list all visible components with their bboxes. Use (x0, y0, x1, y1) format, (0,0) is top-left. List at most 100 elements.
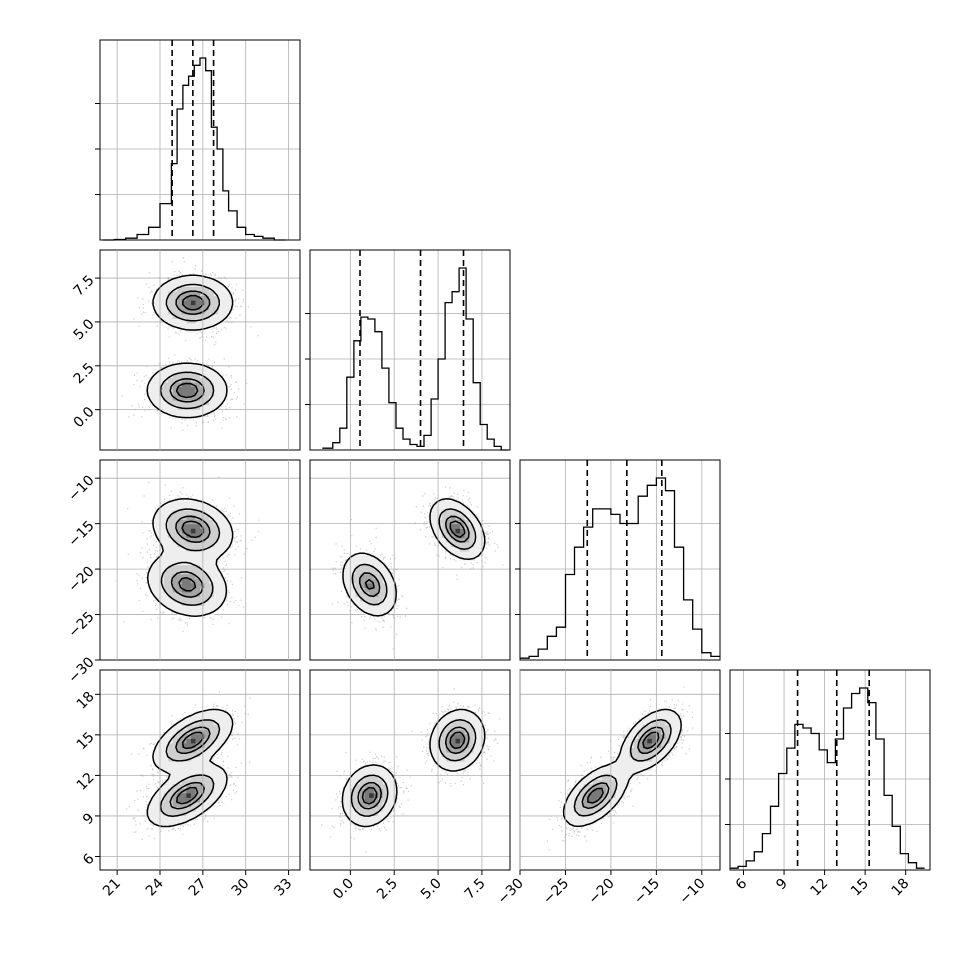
density-cell (222, 304, 228, 310)
density-cell (606, 774, 612, 780)
density-cell (204, 729, 210, 735)
density-cell (620, 770, 626, 776)
density-cell (579, 797, 585, 803)
density-cell (378, 779, 384, 785)
density-cell (195, 500, 201, 507)
density-cell (350, 801, 357, 807)
density-cell (227, 729, 233, 735)
density-cell (355, 770, 361, 776)
scatter-panel-4-2 (309, 669, 511, 871)
density-cell (204, 596, 210, 602)
density-cell (168, 304, 174, 310)
density-cell (218, 783, 224, 789)
density-cell (195, 756, 201, 762)
density-cell (464, 751, 470, 757)
density-cell (172, 377, 178, 383)
density-cell (446, 523, 452, 529)
density-cell (432, 505, 438, 511)
density-cell (195, 313, 201, 319)
density-cell (181, 400, 187, 406)
density-cell (186, 779, 192, 785)
density-cell (172, 582, 178, 588)
density-cell (213, 523, 219, 529)
density-cell (190, 747, 197, 753)
density-cell (651, 751, 657, 757)
density-cell (209, 792, 215, 798)
density-cell (190, 779, 197, 785)
density-cell (670, 742, 676, 748)
panel-frame (99, 39, 301, 241)
density-cell (163, 751, 169, 757)
panel-frame (99, 669, 301, 871)
density-cell (469, 541, 475, 547)
density-cell (227, 528, 233, 534)
density-cell (181, 578, 187, 584)
y-tick-label: 7.5 (71, 272, 98, 299)
y-tick-label: 5.0 (71, 316, 98, 343)
density-cell (186, 720, 192, 726)
density-cell (195, 409, 201, 415)
density-cell (213, 587, 219, 593)
density-cell (181, 532, 187, 538)
density-cell (190, 363, 197, 369)
density-cell (163, 400, 169, 406)
density-cell (432, 519, 438, 525)
density-cell (629, 747, 635, 753)
density-cell (473, 541, 479, 547)
density-cell (168, 783, 174, 789)
density-cell (181, 770, 187, 776)
density-cell (222, 309, 228, 315)
density-cell (450, 765, 457, 771)
histogram-1 (102, 57, 286, 241)
density-cell (159, 569, 165, 575)
density-cell (168, 560, 174, 566)
density-cell (574, 820, 580, 826)
density-cell (186, 546, 192, 552)
density-cell (209, 313, 215, 319)
density-cell (455, 747, 461, 753)
x-tick-label: 24 (143, 875, 167, 899)
density-cell (209, 300, 215, 306)
density-cell (154, 300, 160, 306)
density-cell (195, 555, 201, 561)
density-cell (455, 532, 461, 538)
density-cell (186, 582, 192, 588)
density-cell (579, 792, 585, 798)
density-cell (579, 783, 585, 789)
density-cell (432, 751, 438, 757)
density-cell (222, 733, 228, 739)
density-cell (177, 313, 183, 319)
density-cell (341, 792, 347, 798)
density-cell (441, 724, 447, 730)
density-cell (195, 810, 201, 817)
density-cell (633, 724, 639, 730)
density-cell (450, 715, 457, 721)
density-cell (186, 610, 192, 616)
density-cell (642, 720, 648, 726)
density-cell (213, 724, 219, 730)
density-cell (213, 318, 219, 324)
density-cell (190, 404, 197, 410)
density-cell (469, 519, 475, 525)
density-cell (570, 810, 576, 817)
density-cell (204, 710, 210, 717)
density-cell (195, 747, 201, 753)
density-cell (460, 729, 466, 735)
density-cell (592, 779, 598, 785)
y-tick-label: 6 (80, 851, 98, 869)
density-cell (172, 751, 178, 757)
density-cell (168, 770, 174, 776)
density-cell (154, 532, 160, 538)
density-cell (204, 783, 210, 789)
density-cell (195, 729, 201, 735)
density-cell (464, 747, 470, 753)
density-cell (195, 733, 201, 739)
density-cell (177, 309, 183, 315)
density-cell (209, 505, 215, 511)
density-cell (209, 404, 215, 410)
density-cell (213, 747, 219, 753)
density-cell (450, 738, 457, 744)
density-cell (665, 742, 671, 748)
density-cell (177, 541, 183, 547)
density-cell (373, 587, 379, 593)
